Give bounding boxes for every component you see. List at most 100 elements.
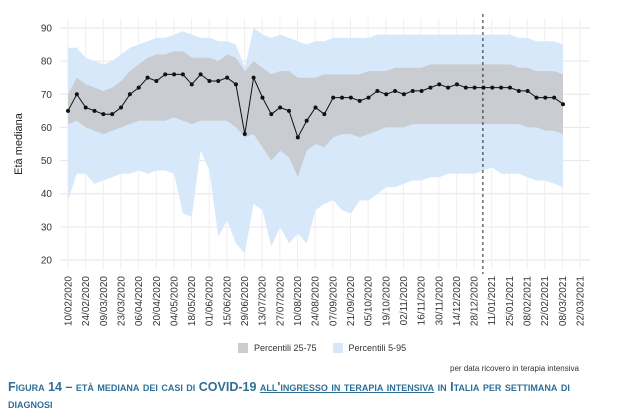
x-tick-label: 13/07/2020 xyxy=(258,276,269,326)
x-tick-label: 06/04/2020 xyxy=(134,276,145,326)
x-tick-label: 09/03/2020 xyxy=(99,276,110,326)
median-point xyxy=(357,98,362,103)
chart-legend: Percentili 25-75 Percentili 5-95 xyxy=(238,343,422,353)
median-point xyxy=(516,88,521,93)
median-point xyxy=(180,72,185,77)
median-point xyxy=(499,85,504,90)
x-tick-label: 30/11/2020 xyxy=(434,276,445,326)
median-point xyxy=(481,85,486,90)
chart-note: per data ricovero in terapia intensiva xyxy=(450,364,579,373)
x-tick-label: 11/01/2021 xyxy=(487,276,498,326)
y-tick-label: 70 xyxy=(41,90,53,101)
median-point xyxy=(119,105,124,110)
median-point xyxy=(251,75,256,80)
median-point xyxy=(490,85,495,90)
median-point xyxy=(322,112,327,117)
caption-part-3: in Italia per settimana di diagnosi xyxy=(8,380,570,411)
median-point xyxy=(313,105,318,110)
median-point xyxy=(543,95,548,100)
x-tick-label: 01/06/2020 xyxy=(205,276,216,326)
median-point xyxy=(136,85,141,90)
legend-swatch-25-75 xyxy=(238,343,248,353)
legend-item-5-95: Percentili 5-95 xyxy=(332,343,407,353)
median-point xyxy=(375,88,380,93)
median-point xyxy=(242,132,247,137)
x-tick-label: 18/05/2020 xyxy=(187,276,198,326)
median-point xyxy=(189,82,194,87)
y-axis-label: Età mediana xyxy=(13,112,25,175)
median-point xyxy=(525,88,530,93)
median-point xyxy=(384,92,389,97)
y-tick-label: 80 xyxy=(41,57,53,68)
x-tick-label: 02/11/2020 xyxy=(399,276,410,326)
x-axis-ticks: 10/02/2020 24/02/2020 09/03/2020 23/03/2020… xyxy=(64,276,587,326)
x-tick-label: 24/08/2020 xyxy=(311,276,322,326)
x-tick-label: 15/06/2020 xyxy=(222,276,233,326)
median-point xyxy=(216,79,221,83)
x-tick-label: 19/10/2020 xyxy=(381,276,392,326)
median-point xyxy=(198,72,203,77)
x-tick-label: 24/02/2020 xyxy=(81,276,92,326)
median-point xyxy=(366,95,371,100)
median-point xyxy=(110,112,115,117)
y-tick-label: 50 xyxy=(41,156,53,167)
median-point xyxy=(295,135,300,140)
median-point xyxy=(163,72,168,77)
median-point xyxy=(172,72,177,77)
x-tick-label: 04/05/2020 xyxy=(169,276,180,326)
y-tick-label: 60 xyxy=(41,123,53,134)
caption-part-2-underlined: all'ingresso in terapia intensiva xyxy=(259,380,435,394)
median-point xyxy=(260,95,265,100)
median-point xyxy=(145,75,150,80)
caption-part-1: Figura 14 – età mediana dei casi di COVI… xyxy=(8,380,260,394)
median-point xyxy=(154,79,159,83)
x-tick-label: 29/06/2020 xyxy=(240,276,251,326)
median-point xyxy=(304,118,309,123)
median-point xyxy=(428,85,433,90)
x-tick-label: 22/02/2021 xyxy=(540,276,551,326)
x-tick-label: 05/10/2020 xyxy=(364,276,375,326)
x-tick-label: 21/09/2020 xyxy=(346,276,357,326)
median-point xyxy=(286,108,291,113)
median-point xyxy=(401,92,406,97)
x-tick-label: 08/03/2021 xyxy=(558,276,569,326)
y-axis-ticks: 20 30 40 50 60 70 80 90 xyxy=(41,23,53,266)
median-point xyxy=(225,75,230,80)
median-point xyxy=(269,112,274,117)
x-tick-label: 08/02/2021 xyxy=(523,276,534,326)
median-point xyxy=(454,82,459,87)
x-tick-label: 14/12/2020 xyxy=(452,276,463,326)
median-point xyxy=(207,79,212,83)
y-tick-label: 20 xyxy=(41,256,53,267)
y-tick-label: 90 xyxy=(41,23,53,34)
legend-swatch-5-95 xyxy=(332,343,343,353)
x-tick-label: 10/08/2020 xyxy=(293,276,304,326)
median-point xyxy=(348,95,353,100)
median-point xyxy=(561,102,565,107)
median-point xyxy=(410,88,415,93)
x-tick-label: 07/09/2020 xyxy=(328,276,339,326)
median-point xyxy=(534,95,539,100)
median-point xyxy=(74,92,79,97)
x-tick-label: 25/01/2021 xyxy=(505,276,516,326)
median-point xyxy=(463,85,468,90)
median-point xyxy=(552,95,557,100)
median-point xyxy=(507,85,512,90)
legend-label-5-95: Percentili 5-95 xyxy=(348,343,407,353)
figure-caption: Figura 14 – età mediana dei casi di COVI… xyxy=(8,379,612,413)
median-point xyxy=(340,95,345,100)
median-point xyxy=(393,88,398,93)
median-point xyxy=(419,88,424,93)
median-point xyxy=(278,105,283,110)
median-point xyxy=(92,108,97,113)
x-tick-label: 22/03/2021 xyxy=(576,276,587,326)
median-point xyxy=(66,108,70,113)
median-point xyxy=(83,105,88,110)
legend-label-25-75: Percentili 25-75 xyxy=(254,343,317,353)
x-tick-label: 16/11/2020 xyxy=(417,276,428,326)
median-point xyxy=(331,95,336,100)
median-point xyxy=(437,82,442,87)
median-point xyxy=(472,85,477,90)
x-tick-label: 28/12/2020 xyxy=(470,276,481,326)
legend-item-25-75: Percentili 25-75 xyxy=(238,343,317,353)
